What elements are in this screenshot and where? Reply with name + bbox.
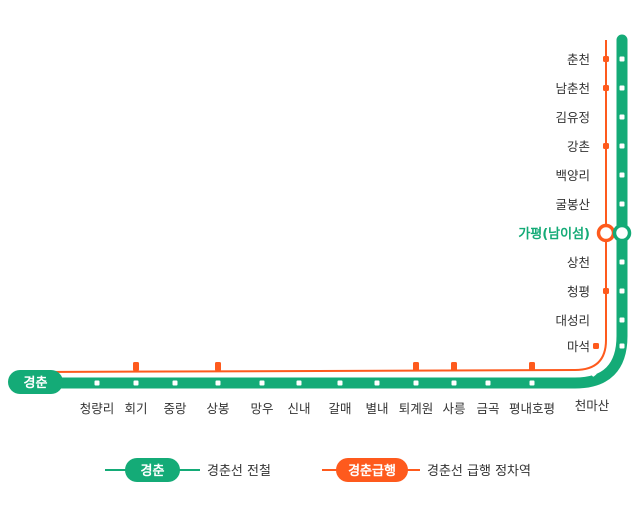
station-dot xyxy=(590,370,597,377)
station-dot xyxy=(529,380,535,386)
station-label: 상천 xyxy=(567,255,590,270)
station-label: 퇴계원 xyxy=(399,401,434,416)
station-label: 별내 xyxy=(365,401,388,416)
station-dot xyxy=(133,380,139,386)
transfer-station-marker xyxy=(596,223,632,243)
line-start-badge: 경춘 xyxy=(8,370,63,394)
station-dot xyxy=(296,380,302,386)
station-label: 청평 xyxy=(567,284,590,299)
legend-all-badge: 경춘 xyxy=(141,463,165,479)
transfer-station-label: 가평(남이섬) xyxy=(518,226,590,242)
green-route-line xyxy=(34,34,628,389)
station-dot xyxy=(619,317,625,323)
station-label: 중랑 xyxy=(163,401,187,416)
legend: 경춘 경춘선 전철 경춘급행 경춘선 급행 정차역 xyxy=(105,458,531,482)
station-dot xyxy=(619,172,625,178)
express-stop-mark xyxy=(603,288,609,294)
legend-all-service: 경춘 경춘선 전철 xyxy=(105,458,271,482)
station-label: 금곡 xyxy=(476,401,499,416)
express-stop-mark xyxy=(413,362,419,371)
station-label: 천마산 xyxy=(575,398,610,413)
station-label: 망우 xyxy=(250,401,273,416)
station-label: 상봉 xyxy=(206,401,229,416)
station-label: 강촌 xyxy=(567,139,590,154)
line-start-badge-label: 경춘 xyxy=(24,375,48,391)
station-dot xyxy=(94,380,100,386)
station-dot xyxy=(619,143,625,149)
station-label: 마석 xyxy=(567,339,590,354)
station-label: 청량리 xyxy=(80,401,115,416)
station-dot xyxy=(485,380,491,386)
legend-express-service: 경춘급행 경춘선 급행 정차역 xyxy=(322,458,531,482)
station-dot xyxy=(619,201,625,207)
station-dot xyxy=(172,380,178,386)
station-label: 평내호평 xyxy=(509,401,555,416)
orange-express-line xyxy=(39,40,607,373)
express-stop-mark xyxy=(603,56,609,62)
station-dot xyxy=(619,114,625,120)
station-dot xyxy=(451,380,457,386)
station-dot xyxy=(619,259,625,265)
station-label: 갈매 xyxy=(328,401,351,416)
express-stop-mark xyxy=(603,143,609,149)
station-dot xyxy=(619,56,625,62)
station-dot xyxy=(619,85,625,91)
station-dot xyxy=(619,288,625,294)
station-dot xyxy=(619,343,625,349)
station-dot xyxy=(215,380,221,386)
station-label: 김유정 xyxy=(555,110,590,125)
station-dot xyxy=(374,380,380,386)
express-stop-mark xyxy=(593,343,599,349)
express-stop-mark xyxy=(603,85,609,91)
legend-all-label: 경춘선 전철 xyxy=(207,464,271,479)
legend-express-badge: 경춘급행 xyxy=(348,463,396,479)
station-label: 춘천 xyxy=(567,52,590,67)
station-label: 굴봉산 xyxy=(555,197,590,212)
station-dot xyxy=(413,380,419,386)
station-label: 신내 xyxy=(287,401,310,416)
station-label: 회기 xyxy=(124,401,147,416)
express-stop-mark xyxy=(215,362,221,371)
station-label: 남춘천 xyxy=(555,81,590,96)
station-label: 대성리 xyxy=(555,313,590,328)
express-stop-mark xyxy=(529,362,535,371)
express-stop-mark xyxy=(133,362,139,371)
station-label: 백양리 xyxy=(555,168,590,183)
station-dot xyxy=(259,380,265,386)
station-label: 사릉 xyxy=(442,401,465,416)
legend-express-label: 경춘선 급행 정차역 xyxy=(427,463,531,479)
express-stop-mark xyxy=(451,362,457,371)
station-dot xyxy=(337,380,343,386)
